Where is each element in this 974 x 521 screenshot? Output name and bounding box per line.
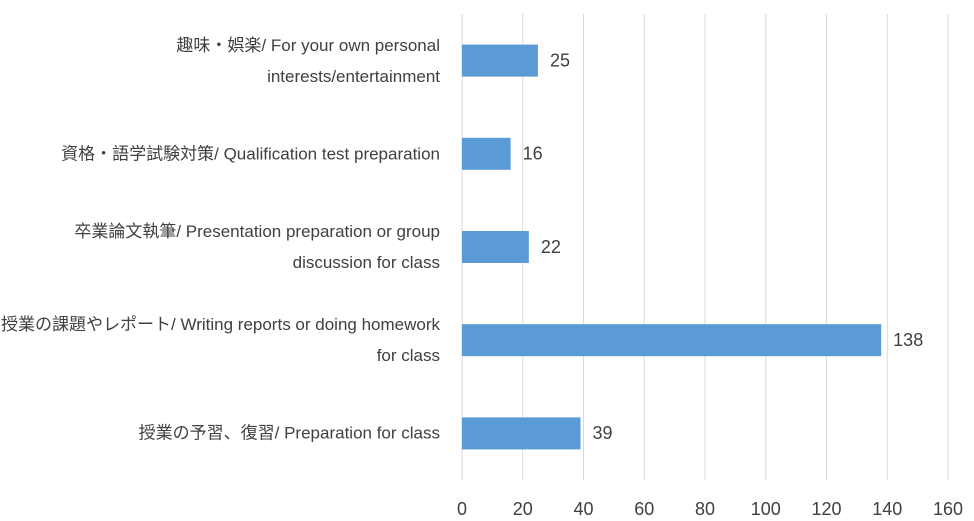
x-tick-label: 40: [573, 499, 593, 519]
data-label: 22: [541, 237, 561, 257]
x-tick-label: 160: [933, 499, 963, 519]
x-tick-label: 100: [751, 499, 781, 519]
data-label: 138: [893, 330, 923, 350]
x-tick-label: 0: [457, 499, 467, 519]
data-label: 16: [523, 144, 543, 164]
bar: [462, 231, 529, 263]
x-tick-label: 80: [695, 499, 715, 519]
x-tick-label: 60: [634, 499, 654, 519]
bar: [462, 44, 538, 77]
data-label: 25: [550, 50, 570, 70]
x-tick-label: 20: [513, 499, 533, 519]
x-tick-label: 120: [811, 499, 841, 519]
y-tick-label: 資格・語学試験対策/ Qualification test preparatio…: [61, 144, 440, 164]
bar: [462, 137, 511, 170]
y-tick-label: 趣味・娯楽/ For your own personal interests/e…: [176, 35, 440, 86]
bar: [462, 324, 882, 357]
data-label: 39: [592, 423, 612, 443]
bar: [462, 417, 581, 450]
y-tick-label: 卒業論文執筆/ Presentation preparation or grou…: [74, 222, 440, 272]
y-tick-label: 授業の予習、復習/ Preparation for class: [138, 423, 440, 443]
x-tick-label: 140: [872, 499, 902, 519]
y-tick-label: 授業の課題やレポート/ Writing reports or doing hom…: [1, 315, 440, 366]
